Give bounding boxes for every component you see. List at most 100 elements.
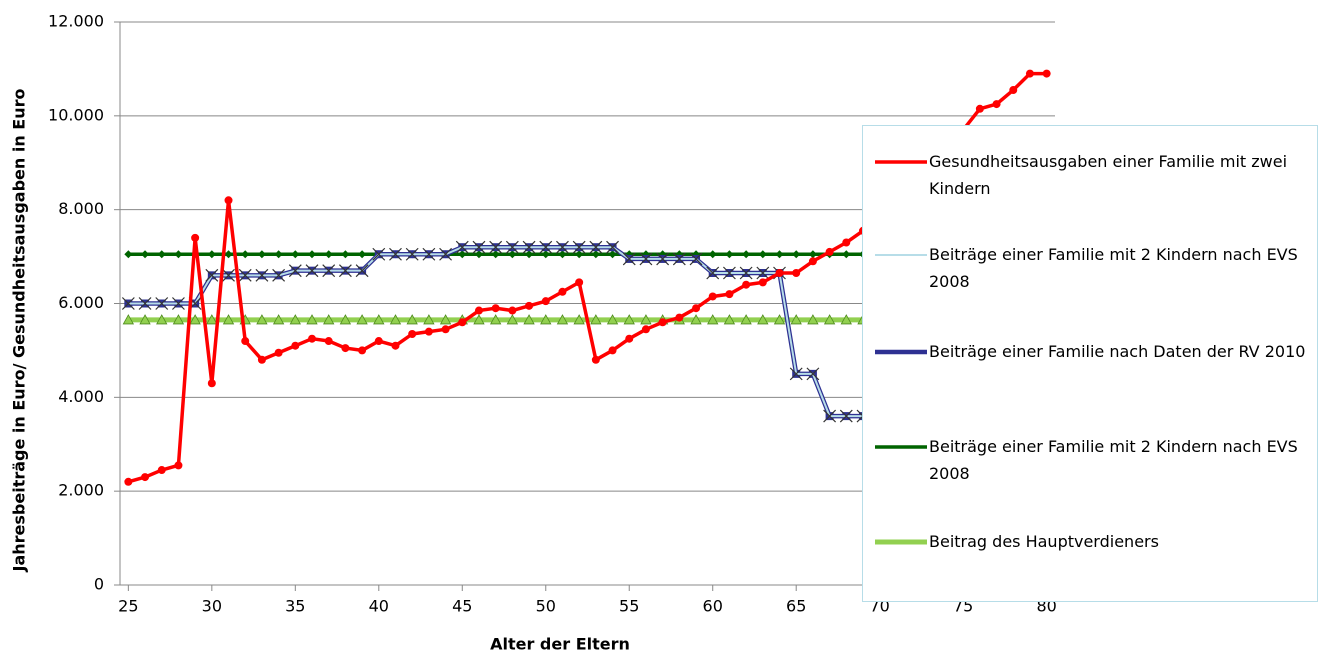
legend-entry: Beiträge einer Familie mit 2 Kindern nac… bbox=[873, 241, 1313, 295]
point bbox=[790, 314, 802, 325]
point bbox=[789, 367, 803, 381]
point bbox=[575, 250, 584, 259]
point bbox=[141, 473, 150, 482]
point bbox=[505, 240, 519, 254]
point bbox=[992, 100, 1001, 109]
point bbox=[708, 292, 717, 301]
point bbox=[272, 268, 286, 282]
x-tick-label: 40 bbox=[369, 597, 389, 616]
point bbox=[706, 266, 720, 280]
point bbox=[338, 264, 352, 278]
legend-swatch bbox=[875, 160, 927, 164]
point bbox=[323, 314, 335, 325]
point bbox=[589, 240, 603, 254]
point bbox=[975, 104, 984, 113]
point bbox=[205, 268, 219, 282]
point bbox=[207, 379, 216, 388]
point bbox=[473, 314, 485, 325]
point bbox=[623, 314, 635, 325]
x-tick-label: 65 bbox=[786, 597, 806, 616]
point bbox=[389, 314, 402, 325]
point bbox=[792, 269, 801, 278]
point bbox=[374, 337, 383, 346]
y-tick-label: 6.000 bbox=[58, 293, 104, 312]
point bbox=[207, 250, 216, 259]
point bbox=[1025, 69, 1034, 78]
point bbox=[322, 264, 336, 278]
point bbox=[707, 314, 719, 325]
point bbox=[241, 337, 250, 346]
point bbox=[739, 266, 753, 280]
point bbox=[138, 297, 152, 310]
point bbox=[758, 278, 767, 287]
point bbox=[224, 196, 233, 205]
point bbox=[191, 233, 200, 242]
point bbox=[238, 268, 252, 282]
point bbox=[372, 247, 386, 261]
legend-label: Beitrag des Hauptverdieners bbox=[929, 532, 1159, 551]
legend-swatch bbox=[875, 349, 927, 355]
point bbox=[274, 250, 283, 259]
point bbox=[572, 240, 586, 254]
point bbox=[556, 240, 569, 254]
point bbox=[723, 314, 736, 325]
x-tick-label: 55 bbox=[619, 597, 639, 616]
point bbox=[690, 314, 702, 325]
point bbox=[558, 250, 567, 259]
y-tick-label: 2.000 bbox=[58, 481, 104, 500]
point bbox=[775, 269, 784, 278]
point bbox=[405, 247, 419, 261]
point bbox=[389, 247, 402, 261]
point bbox=[641, 325, 650, 334]
point bbox=[758, 250, 767, 259]
point bbox=[491, 250, 500, 259]
point bbox=[355, 264, 369, 278]
point bbox=[658, 318, 667, 327]
point bbox=[155, 297, 169, 310]
point bbox=[257, 250, 266, 259]
point bbox=[122, 314, 135, 325]
point bbox=[139, 314, 151, 325]
point bbox=[541, 250, 550, 259]
point bbox=[622, 252, 636, 266]
legend-label: Gesundheitsausgaben einer Familie mit zw… bbox=[929, 152, 1288, 198]
x-tick-label: 25 bbox=[118, 597, 138, 616]
point bbox=[722, 266, 736, 280]
point bbox=[423, 314, 435, 325]
point bbox=[391, 341, 400, 350]
x-tick-label: 45 bbox=[452, 597, 472, 616]
point bbox=[508, 306, 517, 315]
point bbox=[458, 318, 467, 327]
point bbox=[823, 409, 837, 423]
point bbox=[206, 314, 218, 325]
point bbox=[608, 346, 617, 355]
point bbox=[241, 250, 250, 259]
point bbox=[708, 250, 717, 259]
point bbox=[422, 247, 436, 261]
point bbox=[174, 250, 183, 259]
point bbox=[540, 314, 552, 325]
point bbox=[222, 268, 235, 282]
point bbox=[806, 367, 820, 381]
point bbox=[840, 314, 852, 325]
point bbox=[508, 250, 517, 259]
point bbox=[256, 314, 268, 325]
point bbox=[775, 250, 784, 259]
point bbox=[373, 314, 385, 325]
x-axis-label: Alter der Eltern bbox=[490, 635, 630, 654]
point bbox=[274, 348, 283, 357]
point bbox=[575, 278, 584, 287]
point bbox=[489, 240, 503, 254]
point bbox=[308, 250, 317, 259]
point bbox=[523, 314, 535, 325]
point bbox=[291, 341, 300, 350]
point bbox=[1042, 69, 1051, 78]
point bbox=[522, 240, 536, 254]
point bbox=[458, 250, 467, 259]
point bbox=[558, 287, 567, 296]
point bbox=[539, 240, 553, 254]
point bbox=[506, 314, 519, 325]
legend-entry: Gesundheitsausgaben einer Familie mit zw… bbox=[873, 148, 1313, 202]
point bbox=[356, 314, 368, 325]
point bbox=[808, 250, 817, 259]
